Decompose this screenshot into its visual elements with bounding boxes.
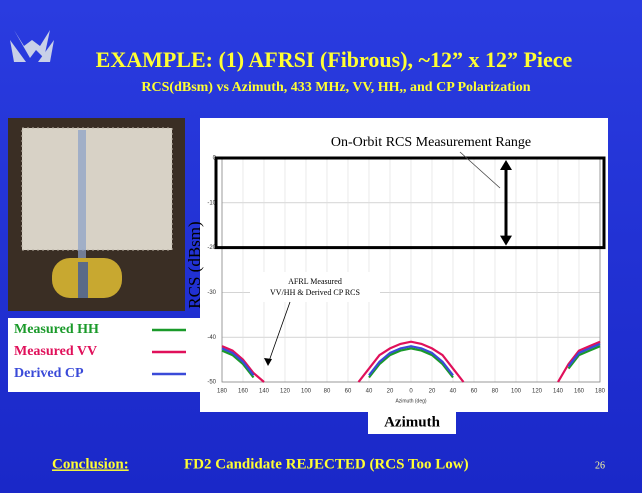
conclusion-label: Conclusion:	[52, 456, 129, 472]
page-number: 26	[595, 460, 605, 471]
x-tick-label: 100	[301, 389, 312, 395]
x-tick-label: 160	[574, 389, 585, 395]
x-axis-label: Azimuth	[384, 414, 440, 430]
y-tick-label: -30	[207, 290, 216, 296]
legend-label: Measured VV	[14, 344, 97, 359]
x-tick-label: 140	[259, 389, 270, 395]
pointer	[459, 151, 501, 189]
y-tick-label: -50	[207, 380, 216, 386]
x-axis-title: Azimuth (deg)	[395, 398, 426, 404]
annotation-arrow-head	[264, 358, 272, 366]
measurement-range-box	[214, 156, 606, 250]
band-label-bg	[300, 133, 562, 151]
slide-subtitle: RCS(dBsm) vs Azimuth, 433 MHz, VV, HH,, …	[141, 80, 530, 95]
x-tick-label: 160	[238, 389, 249, 395]
sample-photo	[8, 118, 185, 311]
x-tick-label: 180	[595, 389, 606, 395]
x-tick-label: 180	[217, 389, 228, 395]
x-tick-label: 80	[492, 389, 499, 395]
x-tick-label: 120	[532, 389, 543, 395]
x-tick-label: 20	[429, 389, 436, 395]
x-tick-label: 40	[366, 389, 373, 395]
y-axis-label: RCS (dBsm)	[185, 221, 204, 308]
x-tick-label: 80	[324, 389, 331, 395]
x-tick-label: 100	[511, 389, 522, 395]
x-tick-label: 140	[553, 389, 564, 395]
legend: Measured HH Measured VV Derived CP	[14, 322, 186, 381]
x-tick-label: 60	[345, 389, 352, 395]
series-line	[221, 345, 601, 379]
legend-label: Measured HH	[14, 322, 99, 337]
series-line	[221, 340, 601, 383]
legend-label: Derived CP	[14, 366, 84, 381]
annotation-pointer	[267, 301, 291, 365]
chart-panel	[200, 118, 608, 412]
x-tick-label: 0	[409, 389, 413, 395]
y-tick-label: -10	[207, 200, 216, 206]
band-label: On-Orbit RCS Measurement Range	[331, 135, 531, 150]
x-tick-label: 40	[450, 389, 457, 395]
series-line	[221, 342, 601, 376]
x-tick-label: 120	[280, 389, 291, 395]
y-tick-label: -20	[207, 245, 216, 251]
annotation: AFRL Measured VV/HH & Derived CP RCS	[270, 277, 360, 297]
annotation-bg	[250, 272, 380, 302]
y-tick-label: -40	[207, 335, 216, 341]
x-tick-label: 20	[387, 389, 394, 395]
x-tick-label: 60	[471, 389, 478, 395]
conclusion-text: FD2 Candidate REJECTED (RCS Too Low)	[184, 456, 469, 472]
slide-title: EXAMPLE: (1) AFRSI (Fibrous), ~12” x 12”…	[96, 47, 573, 72]
x-label-box	[368, 410, 456, 434]
logo	[10, 30, 54, 62]
arrow-head	[500, 160, 512, 246]
